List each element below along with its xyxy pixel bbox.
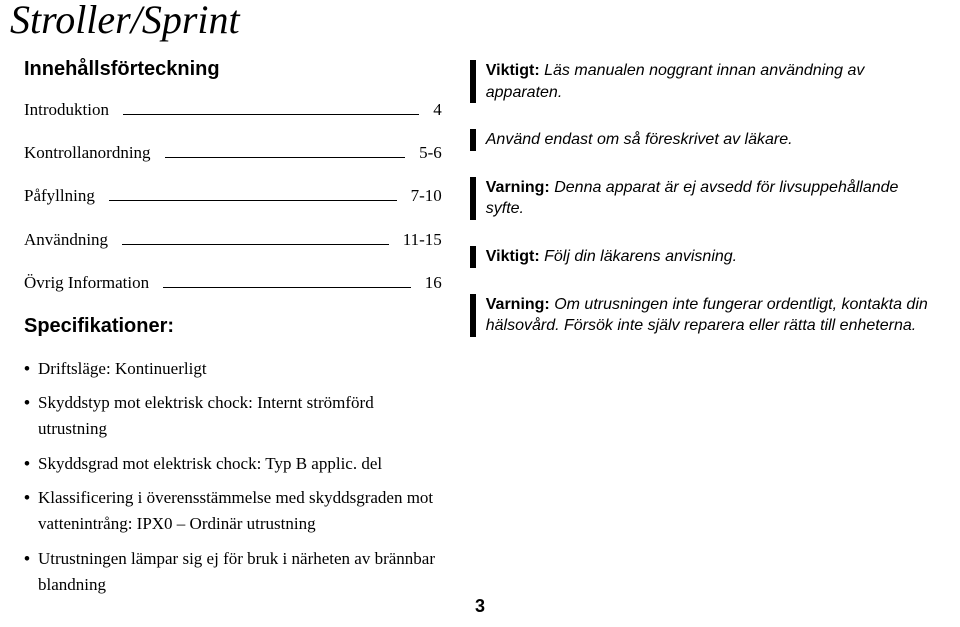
toc-label: Användning	[24, 230, 116, 250]
toc-leader	[109, 185, 397, 201]
toc-row: Användning 11-15	[24, 228, 442, 249]
note-block: Varning: Denna apparat är ej avsedd för …	[470, 177, 936, 220]
toc-heading: Innehållsförteckning	[24, 58, 442, 81]
note-bar-icon	[470, 60, 476, 103]
toc-leader	[165, 142, 406, 158]
note-body: Följ din läkarens anvisning.	[540, 248, 737, 265]
toc-leader	[122, 228, 389, 244]
note-text: Viktigt: Läs manualen noggrant innan anv…	[486, 60, 936, 103]
note-lead: Viktigt:	[486, 62, 540, 79]
note-lead: Varning:	[486, 179, 550, 196]
toc-page: 7-10	[403, 186, 442, 206]
toc-row: Kontrollanordning 5-6	[24, 142, 442, 163]
toc-label: Påfyllning	[24, 186, 103, 206]
note-block: Använd endast om så föreskrivet av läkar…	[470, 129, 936, 151]
toc-label: Kontrollanordning	[24, 143, 159, 163]
note-bar-icon	[470, 177, 476, 220]
toc-page: 5-6	[411, 143, 442, 163]
note-text: Varning: Denna apparat är ej avsedd för …	[486, 177, 936, 220]
toc-page: 11-15	[395, 230, 442, 250]
note-bar-icon	[470, 294, 476, 337]
note-block: Varning: Om utrusningen inte fungerar or…	[470, 294, 936, 337]
bullet-icon: •	[24, 485, 38, 538]
note-body: Läs manualen noggrant innan användning a…	[486, 62, 865, 101]
note-text: Viktigt: Följ din läkarens anvisning.	[486, 246, 737, 268]
toc-row: Övrig Information 16	[24, 272, 442, 293]
note-bar-icon	[470, 129, 476, 151]
page-number: 3	[475, 596, 485, 617]
spec-item: •Utrustningen lämpar sig ej för bruk i n…	[24, 546, 442, 599]
toc-row: Påfyllning 7-10	[24, 185, 442, 206]
spec-text: Klassificering i överensstämmelse med sk…	[38, 485, 442, 538]
content-columns: Innehållsförteckning Introduktion 4 Kont…	[0, 44, 960, 606]
spec-text: Skyddsgrad mot elektrisk chock: Typ B ap…	[38, 451, 442, 477]
toc-leader	[163, 272, 411, 288]
right-column: Viktigt: Läs manualen noggrant innan anv…	[462, 54, 936, 606]
spec-item: •Skyddstyp mot elektrisk chock: Internt …	[24, 390, 442, 443]
spec-text: Utrustningen lämpar sig ej för bruk i nä…	[38, 546, 442, 599]
note-lead: Varning:	[486, 296, 550, 313]
specs-heading: Specifikationer:	[24, 315, 442, 338]
bullet-icon: •	[24, 390, 38, 443]
bullet-icon: •	[24, 546, 38, 599]
toc-leader	[123, 99, 419, 115]
bullet-icon: •	[24, 451, 38, 477]
toc-page: 16	[417, 273, 442, 293]
note-text: Använd endast om så föreskrivet av läkar…	[486, 129, 793, 151]
spec-item: •Klassificering i överensstämmelse med s…	[24, 485, 442, 538]
note-body: Använd endast om så föreskrivet av läkar…	[486, 131, 793, 148]
product-title: Stroller/Sprint	[0, 0, 960, 44]
note-body: Om utrusningen inte fungerar ordentligt,…	[486, 296, 928, 335]
note-block: Viktigt: Läs manualen noggrant innan anv…	[470, 60, 936, 103]
note-block: Viktigt: Följ din läkarens anvisning.	[470, 246, 936, 268]
spec-list: •Driftsläge: Kontinuerligt •Skyddstyp mo…	[24, 356, 442, 599]
toc-page: 4	[425, 100, 442, 120]
toc-label: Övrig Information	[24, 273, 157, 293]
note-lead: Viktigt:	[486, 248, 540, 265]
toc-label: Introduktion	[24, 100, 117, 120]
note-text: Varning: Om utrusningen inte fungerar or…	[486, 294, 936, 337]
spec-item: •Driftsläge: Kontinuerligt	[24, 356, 442, 382]
spec-text: Driftsläge: Kontinuerligt	[38, 356, 442, 382]
bullet-icon: •	[24, 356, 38, 382]
toc-row: Introduktion 4	[24, 99, 442, 120]
spec-item: •Skyddsgrad mot elektrisk chock: Typ B a…	[24, 451, 442, 477]
spec-text: Skyddstyp mot elektrisk chock: Internt s…	[38, 390, 442, 443]
left-column: Innehållsförteckning Introduktion 4 Kont…	[24, 54, 462, 606]
note-bar-icon	[470, 246, 476, 268]
